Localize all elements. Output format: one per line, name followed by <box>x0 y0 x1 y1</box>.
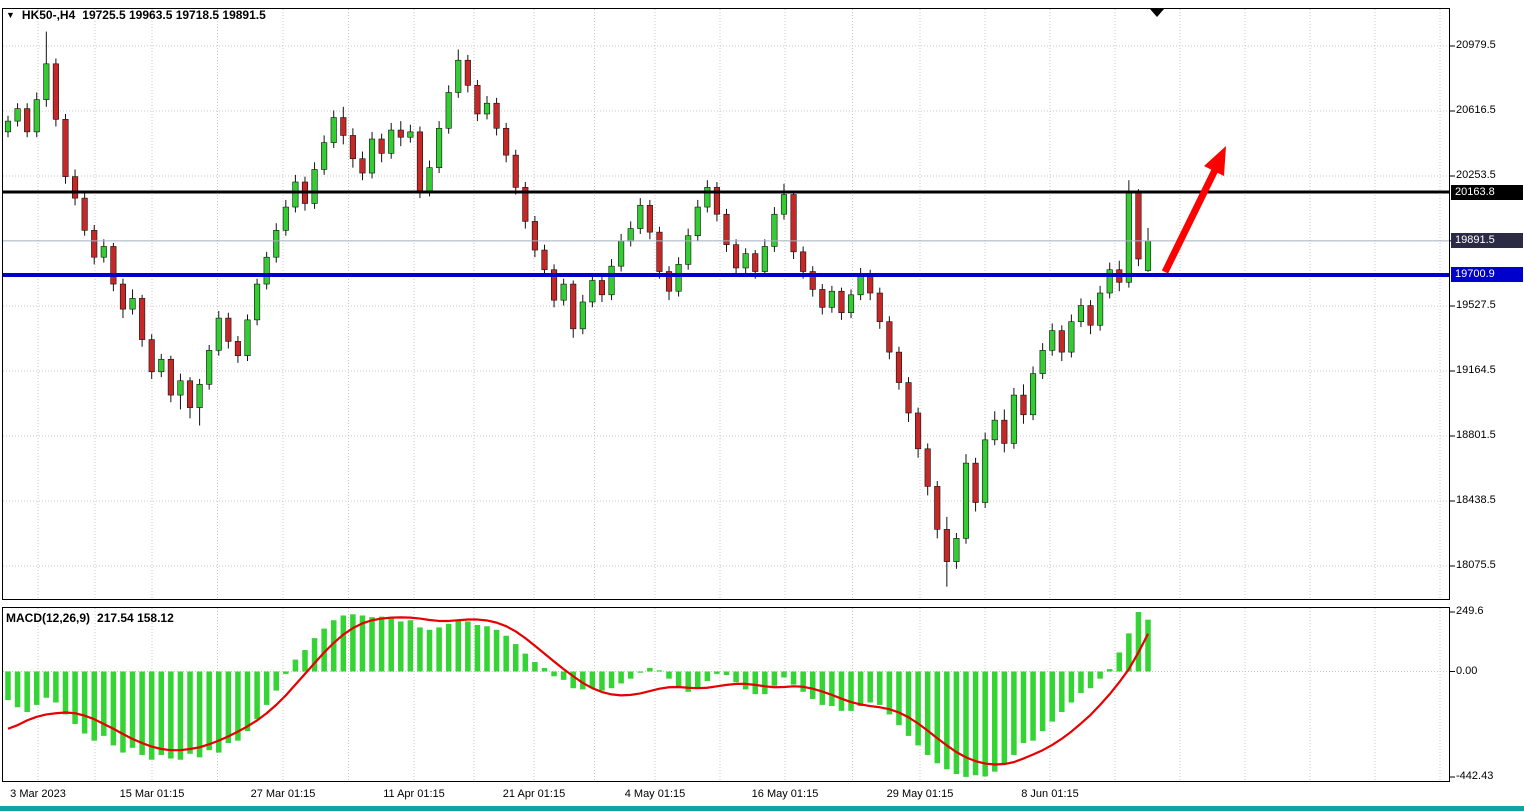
macd-name: MACD(12,26,9) <box>6 611 91 625</box>
macd-tick-label: 249.6 <box>1456 605 1484 617</box>
current-price-line-label: 19891.5 <box>1451 233 1523 249</box>
macd-tick-label: -442.43 <box>1456 770 1494 782</box>
price-scale[interactable]: 20979.5 20616.5 20253.5 19891.5 19527.5 19164… <box>1450 0 1524 811</box>
time-tick-label: 29 May 01:15 <box>886 788 954 800</box>
candlestick-series <box>4 31 1152 587</box>
macd-tick-label: 0.00 <box>1456 664 1478 677</box>
price-tick-label: 18438.5 <box>1456 494 1496 506</box>
price-tick-label: 20253.5 <box>1456 169 1496 181</box>
macd-histogram <box>5 612 1151 777</box>
time-tick-label: 8 Jun 01:15 <box>1021 788 1079 800</box>
price-tick-label: 18075.5 <box>1456 559 1496 571</box>
macd-indicator-label: MACD(12,26,9) 217.54 158.12 <box>6 611 174 625</box>
symbol-marker-icon: ▼ <box>6 9 15 20</box>
price-tick-label: 19527.5 <box>1456 299 1496 311</box>
price-tick-label: 20616.5 <box>1456 104 1496 116</box>
price-tick-label: 18801.5 <box>1456 429 1496 441</box>
resistance-line-label: 20163.8 <box>1451 184 1523 200</box>
price-tick-label: 20979.5 <box>1456 39 1496 51</box>
macd-values: 217.54 158.12 <box>97 611 174 625</box>
macd-signal-line <box>7 616 1149 766</box>
symbol-timeframe-label: HK50-,H4 <box>21 8 76 22</box>
time-tick-label: 27 Mar 01:15 <box>250 788 316 800</box>
chart-header: ▼ HK50-,H4 19725.5 19963.5 19718.5 19891… <box>6 8 266 22</box>
time-tick-label: 15 Mar 01:15 <box>119 788 185 800</box>
support-line-label: 19700.9 <box>1451 267 1523 283</box>
time-tick-label: 11 Apr 01:15 <box>383 788 445 800</box>
time-axis[interactable]: 3 Mar 2023 15 Mar 01:15 27 Mar 01:15 11 Apr… <box>0 784 1450 808</box>
time-tick-label: 4 May 01:15 <box>624 788 686 800</box>
trend-arrow[interactable] <box>1161 146 1226 274</box>
time-tick-label: 21 Apr 01:15 <box>502 788 566 800</box>
price-tick-label: 19164.5 <box>1456 364 1496 376</box>
ohlc-readout: 19725.5 19963.5 19718.5 19891.5 <box>82 8 266 22</box>
last-bar-marker-icon <box>1150 9 1164 17</box>
time-tick-label: 16 May 01:15 <box>751 788 819 800</box>
time-tick-label: 3 Mar 2023 <box>10 788 66 800</box>
bottom-edge-strip <box>0 806 1524 811</box>
